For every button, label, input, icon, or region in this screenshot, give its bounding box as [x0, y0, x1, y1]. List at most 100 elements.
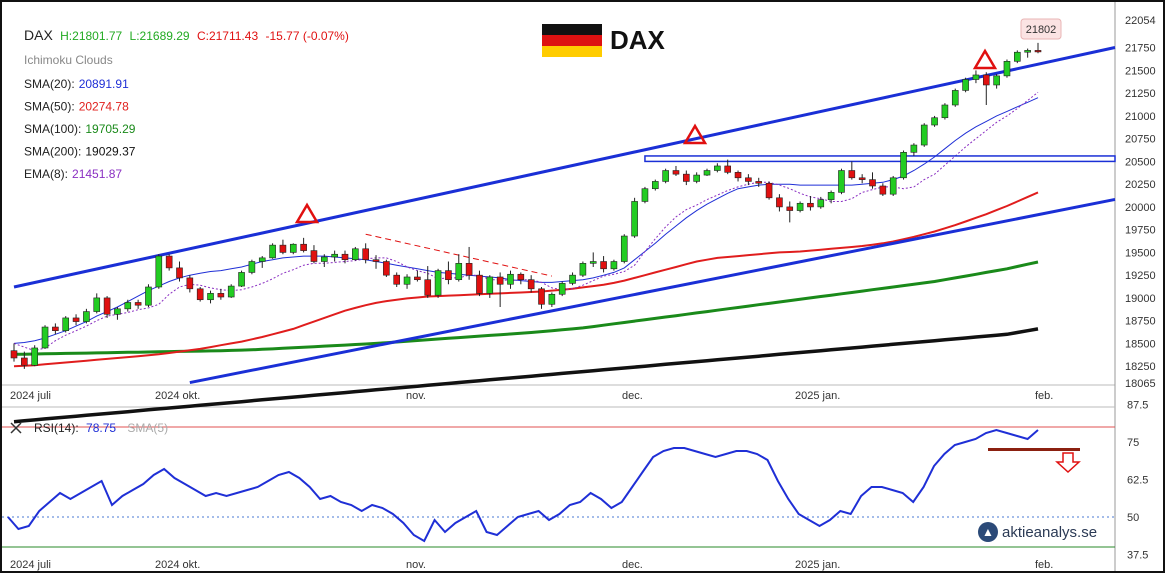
down-arrow-icon: [1055, 452, 1081, 474]
ema8-line: [13, 91, 1039, 352]
candle: [207, 290, 214, 304]
candle: [445, 261, 452, 285]
candle-body: [765, 182, 773, 199]
symbol: DAX: [24, 27, 53, 43]
sma100-line: [13, 260, 1039, 356]
candle: [858, 174, 866, 184]
candle-body: [693, 174, 700, 182]
candle-body: [858, 177, 866, 180]
main-y-ticks: 18065 18250 18500 18750 19000 19250 19500 19750…: [1125, 15, 1156, 390]
candle: [62, 316, 70, 333]
close-icon[interactable]: [10, 422, 22, 434]
rsi-x-tick-label: 2024 juli: [10, 559, 51, 571]
candle-body: [176, 267, 183, 279]
candle-body: [714, 165, 721, 171]
rsi-x-tick-label: 2024 okt.: [155, 559, 200, 571]
candle-body: [124, 302, 132, 310]
candle: [517, 272, 525, 285]
y-tick-label: 18250: [1125, 361, 1156, 373]
candle: [931, 115, 938, 127]
candle-body: [600, 261, 607, 270]
candle: [414, 270, 421, 282]
candle: [972, 70, 980, 84]
candle-body: [52, 326, 59, 331]
header-line: DAX H:21801.77 L:21689.29 C:21711.43 -15…: [24, 27, 349, 43]
brand: ▲ aktieanalys.se: [978, 522, 1097, 542]
rsi-value: 78.75: [86, 421, 116, 435]
candle-body: [362, 248, 369, 260]
indicator-item: SMA(20): 20891.91: [24, 77, 129, 91]
candle: [734, 170, 742, 182]
candle: [434, 268, 442, 298]
candle: [217, 288, 225, 300]
candle-body: [734, 172, 742, 179]
candle: [176, 261, 183, 282]
candle: [227, 284, 235, 298]
candle: [724, 159, 731, 175]
indicator-legend: SMA(20): 20891.91 SMA(50): 20274.78 SMA(100)…: [24, 77, 136, 181]
sma200-line: [13, 327, 1039, 424]
x-tick-label: dec.: [622, 390, 643, 402]
candle: [796, 201, 804, 213]
candle-body: [279, 244, 287, 253]
candle-body: [227, 285, 235, 298]
candle-body: [879, 185, 887, 195]
y-tick-label: 20000: [1125, 202, 1156, 214]
candle: [662, 168, 669, 184]
indicator-label: SMA(20):: [24, 77, 75, 91]
rsi-y-tick-label: 50: [1127, 512, 1139, 524]
low-value: L:21689.29: [130, 29, 190, 43]
rsi-y-tick-label: 75: [1127, 437, 1139, 449]
indicator-label: SMA(50):: [24, 100, 75, 114]
candle-body: [486, 276, 494, 294]
candle-body: [507, 273, 514, 285]
candle: [703, 168, 711, 176]
y-tick-label: 18065: [1125, 378, 1156, 390]
candle: [269, 243, 276, 259]
candle: [1034, 42, 1042, 54]
y-tick-label: 20250: [1125, 179, 1156, 191]
candle-body: [238, 272, 245, 287]
candle-body: [289, 243, 297, 253]
candle: [83, 308, 90, 324]
y-tick-label: 21250: [1125, 88, 1156, 100]
candle-body: [155, 255, 163, 288]
candle: [238, 270, 245, 287]
candle-body: [745, 177, 752, 182]
candles: [10, 42, 1042, 369]
candle-body: [827, 192, 835, 200]
candle: [331, 250, 338, 262]
trend-channel: [13, 46, 1116, 385]
candle-body: [817, 199, 825, 208]
candle: [465, 246, 473, 280]
candle: [372, 255, 380, 269]
candle: [124, 299, 132, 312]
candle: [941, 103, 949, 120]
candle: [10, 343, 18, 362]
candle-body: [1014, 51, 1021, 62]
germany-flag-icon: [542, 24, 602, 57]
candle: [910, 143, 918, 156]
candle-body: [920, 124, 928, 146]
moving-averages: [13, 91, 1039, 424]
indicator-value: 21451.87: [72, 167, 122, 181]
candle-body: [931, 117, 938, 126]
candle: [993, 74, 1000, 89]
candle-body: [993, 75, 1000, 86]
change-value: -15.77 (-0.07%): [265, 29, 348, 43]
y-tick-label: 18500: [1125, 338, 1156, 350]
candle: [879, 183, 887, 196]
candle-body: [982, 74, 990, 86]
candle: [507, 270, 514, 289]
candle: [920, 123, 928, 147]
price-tag-box: [1020, 18, 1062, 40]
x-tick-label: feb.: [1035, 390, 1053, 402]
warning-triangle-icon: [972, 48, 998, 70]
candle: [1024, 48, 1031, 58]
candle: [610, 259, 618, 271]
candle: [155, 254, 163, 289]
candle: [486, 275, 494, 298]
candle: [496, 272, 504, 308]
x-tick-label: nov.: [406, 390, 426, 402]
